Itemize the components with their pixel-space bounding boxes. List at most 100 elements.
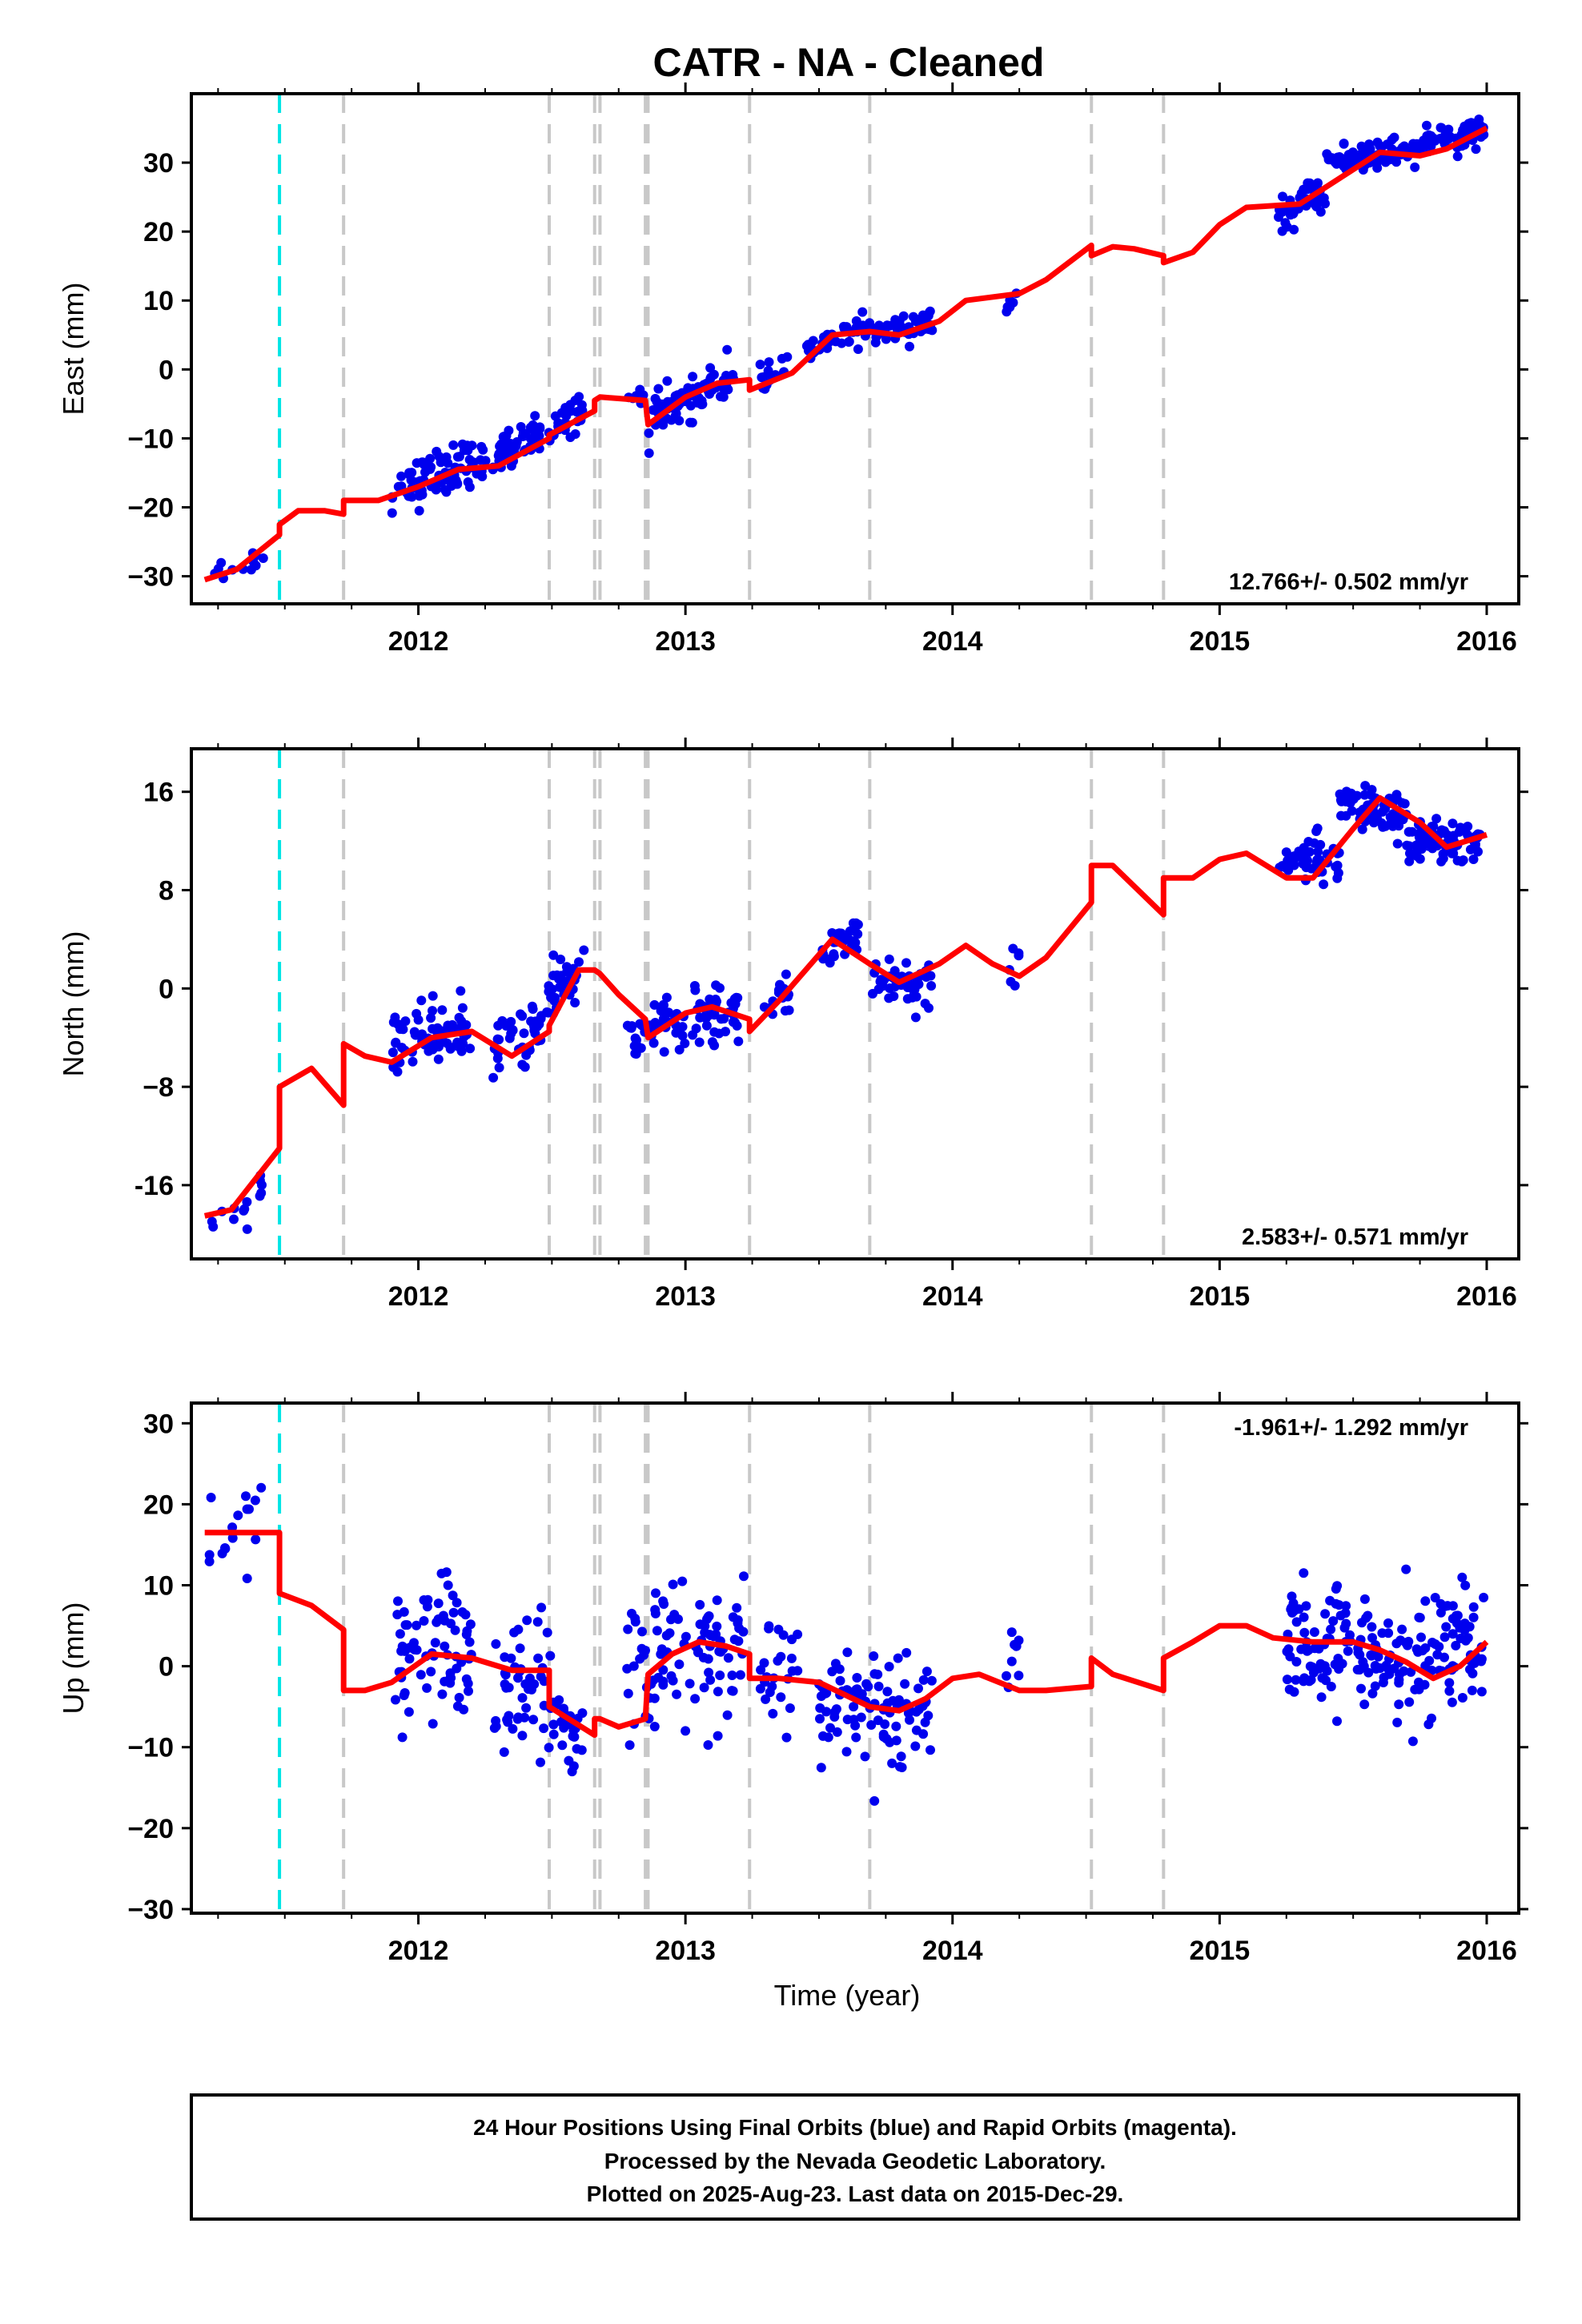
up-data-point: [681, 1726, 691, 1736]
north-data-point: [1341, 810, 1351, 821]
up-data-point: [513, 1624, 524, 1634]
footer-frame: [190, 2093, 1520, 2221]
east-frame: [190, 92, 1520, 605]
up-data-point: [1288, 1603, 1299, 1614]
up-data-point: [1283, 1644, 1294, 1655]
east-data-point: [452, 452, 463, 462]
up-data-point: [392, 1610, 403, 1620]
north-data-point: [674, 1044, 685, 1055]
north-data-point: [494, 1063, 504, 1073]
east-data-point: [644, 448, 654, 458]
up-data-point: [217, 1548, 227, 1558]
up-ytick-label: 30: [143, 1409, 174, 1439]
north-data-point: [1006, 976, 1016, 987]
north-data-point: [395, 1024, 405, 1034]
up-ytick-label: 10: [143, 1571, 174, 1602]
north-ytick-label: 0: [159, 974, 174, 1004]
north-data-point: [853, 929, 863, 939]
up-data-point: [1414, 1646, 1424, 1656]
up-data-point: [677, 1576, 688, 1586]
up-data-point: [765, 1687, 775, 1698]
east-data-point: [1387, 135, 1397, 145]
up-data-point: [668, 1579, 678, 1590]
up-data-point: [869, 1795, 880, 1806]
north-data-point: [516, 1009, 525, 1019]
up-data-point: [703, 1740, 713, 1750]
up-data-point: [830, 1659, 841, 1669]
up-data-point: [658, 1679, 669, 1690]
up-data-point: [426, 1667, 436, 1677]
up-data-point: [517, 1731, 528, 1741]
up-data-point: [735, 1670, 745, 1680]
up-data-point: [1439, 1632, 1450, 1642]
east-data-point: [705, 389, 715, 399]
up-data-point: [532, 1617, 543, 1627]
up-data-point: [501, 1683, 512, 1693]
north-data-point: [701, 1013, 711, 1023]
up-data-point: [1285, 1651, 1295, 1662]
up-data-point: [1332, 1716, 1342, 1727]
north-data-point: [1394, 821, 1404, 831]
north-data-point: [901, 958, 911, 968]
up-data-point: [1397, 1624, 1407, 1634]
north-data-point: [456, 1046, 467, 1056]
up-data-point: [1326, 1682, 1336, 1691]
east-data-point: [574, 392, 584, 402]
up-data-point: [412, 1620, 422, 1630]
north-data-point: [556, 955, 566, 964]
up-data-point: [515, 1643, 525, 1654]
up-data-point: [778, 1630, 789, 1640]
up-data-point: [651, 1588, 661, 1598]
up-data-point: [1447, 1697, 1457, 1707]
north-data-point: [885, 983, 895, 993]
north-data-point: [709, 1009, 720, 1019]
east-xtick-label: 2014: [922, 626, 983, 657]
up-data-point: [1356, 1683, 1366, 1694]
north-data-point: [1277, 861, 1287, 871]
up-data-point: [404, 1654, 415, 1664]
north-data-point: [432, 1023, 443, 1033]
east-data-point: [898, 311, 909, 321]
up-data-point: [400, 1620, 411, 1630]
up-data-point: [849, 1702, 859, 1712]
north-data-point: [732, 1020, 742, 1031]
east-data-point: [721, 371, 731, 380]
up-xtick-label: 2015: [1190, 1936, 1251, 1966]
up-data-point: [823, 1732, 833, 1743]
east-data-point: [705, 363, 716, 373]
east-data-point: [658, 420, 669, 430]
north-data-point: [926, 971, 936, 981]
north-data-point: [733, 1036, 744, 1047]
north-data-point: [889, 991, 899, 1001]
up-data-point: [698, 1652, 709, 1663]
north-data-point: [712, 996, 721, 1007]
up-data-point: [251, 1534, 261, 1545]
north-data-point: [1456, 856, 1467, 866]
north-data-point: [387, 1047, 398, 1058]
up-data-point: [433, 1598, 444, 1609]
north-data-point: [521, 1050, 532, 1060]
up-data-point: [522, 1615, 532, 1626]
east-data-point: [1422, 131, 1432, 141]
east-data-point: [1330, 157, 1340, 167]
up-data-point: [1432, 1650, 1443, 1660]
east-data-point: [529, 426, 540, 436]
east-xtick-label: 2013: [655, 626, 716, 657]
up-data-point: [462, 1626, 472, 1636]
up-data-point: [649, 1722, 660, 1731]
east-ytick-label: −30: [127, 562, 174, 593]
north-data-point: [1436, 825, 1447, 835]
up-data-point: [1435, 1607, 1446, 1618]
up-data-point: [1383, 1628, 1394, 1638]
north-data-point: [428, 991, 438, 1001]
north-data-point: [650, 1018, 661, 1027]
up-data-point: [1359, 1594, 1370, 1604]
east-ytick-label: −20: [127, 493, 174, 523]
up-data-point: [1299, 1568, 1309, 1578]
up-data-point: [711, 1629, 721, 1639]
north-xtick-label: 2016: [1456, 1281, 1517, 1312]
up-rate-label: -1.961+/- 1.292 mm/yr: [1234, 1415, 1468, 1441]
up-data-point: [712, 1621, 722, 1631]
up-data-point: [1340, 1608, 1351, 1618]
up-data-point: [1006, 1656, 1017, 1667]
